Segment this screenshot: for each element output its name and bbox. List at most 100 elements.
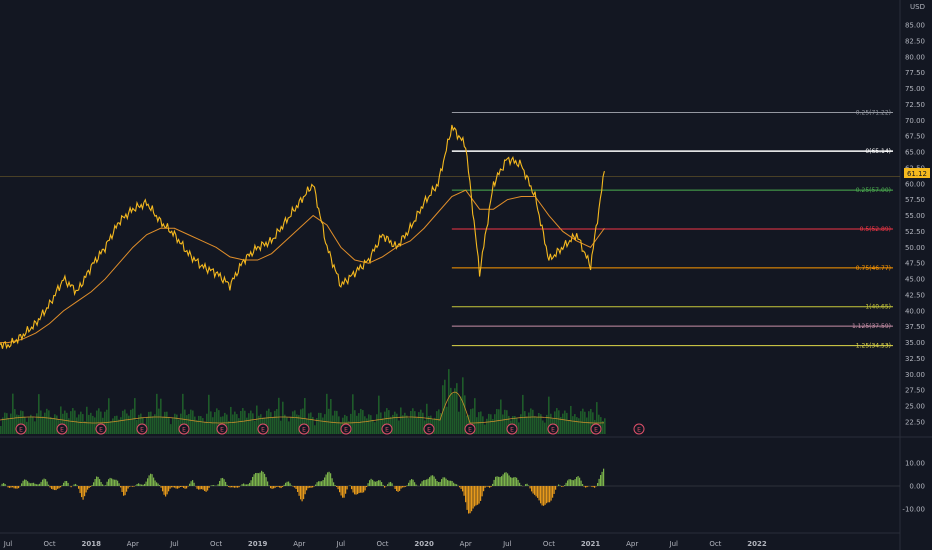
oscillator-bar [519,482,521,486]
price-tick-label: 57.50 [905,196,925,204]
last-price-badge [904,168,930,178]
oscillator-bar [496,476,498,486]
oscillator-bar [336,486,338,487]
volume-bar [300,409,302,434]
oscillator-bar [36,484,38,486]
earnings-marker[interactable] [506,423,518,435]
volume-bar [532,409,534,434]
oscillator-bar [225,481,227,486]
oscillator-bar [294,486,296,488]
volume-bar [128,415,130,434]
oscillator-bar [409,480,411,486]
volume-bar [402,415,404,434]
earnings-marker[interactable] [547,423,559,435]
oscillator-bar [186,486,188,489]
price-axis[interactable]: 85.00 82.50 80.00 77.50 75.00 72.50 70.00 67.50… [905,22,925,427]
earnings-marker[interactable] [56,423,68,435]
oscillator-bar [174,486,176,488]
oscillator-bar [474,486,476,507]
oscillator-bar [472,486,474,509]
volume-bar [372,419,374,434]
earnings-marker[interactable] [381,423,393,435]
volume-bar [496,409,498,434]
volume-bar [408,418,410,434]
time-tick-label: Oct [376,540,388,548]
oscillator-bar [513,477,515,486]
oscillator-bar [13,486,15,489]
oscillator-bar [231,486,233,488]
volume-bar [70,411,72,434]
volume-bar [194,416,196,434]
earnings-marker[interactable] [136,423,148,435]
oscillator-bar [219,480,221,486]
earnings-marker[interactable] [590,423,602,435]
oscillator-bar [97,476,99,486]
time-tick-label: Oct [543,540,555,548]
oscillator-tick-label: 0.00 [909,483,925,491]
oscillator-bar [180,486,182,487]
earnings-marker[interactable] [95,423,107,435]
volume-bar [252,413,254,434]
earnings-marker[interactable] [340,423,352,435]
oscillator-bar [420,483,422,486]
oscillator-bar [315,484,317,486]
oscillator-bar [573,480,575,486]
volume-bar [30,414,32,434]
volume-bar [604,418,606,434]
volume-bar [494,414,496,434]
oscillator-bar [475,486,477,506]
volume-bar [328,408,330,434]
oscillator-bar [339,486,341,493]
oscillator-bar [333,482,335,486]
oscillator-bar [120,486,122,488]
volume-bar [332,415,334,434]
price-tick-label: 32.50 [905,355,925,363]
oscillator-bar [207,486,209,491]
time-tick-label: Oct [210,540,222,548]
oscillator-bar [441,479,443,486]
oscillator-bar [334,484,336,486]
volume-bar [52,417,54,434]
oscillator-bar [432,475,434,486]
volume-bar [192,410,194,434]
volume-bar [178,419,180,434]
oscillator-bar [366,486,368,488]
oscillator-bar [85,486,87,493]
oscillator-bar [253,474,255,486]
oscillator-bar [331,478,333,486]
earnings-marker[interactable] [15,423,27,435]
oscillator-bar [145,481,147,486]
oscillator-bar [169,486,171,489]
fibonacci-levels[interactable]: 0.25(71.22) 0(65.14) 0.25(57.00) 0.5(52.89)… [0,110,900,350]
oscillator-bar [465,486,467,503]
oscillator-bar [445,478,447,486]
oscillator-bar [462,486,464,492]
volume-bar [454,388,456,434]
volume-bar [156,393,158,434]
oscillator-bar [400,486,402,489]
earnings-marker[interactable] [464,423,476,435]
volume-bar [154,414,156,434]
earnings-marker[interactable] [633,423,645,435]
earnings-marker[interactable] [423,423,435,435]
oscillator-bar [117,480,119,486]
oscillator-bar [136,483,138,486]
oscillator-bar [547,486,549,503]
volume-bar [418,412,420,434]
volume-bar [548,396,550,434]
oscillator-bar [591,486,593,487]
oscillator-bar [228,486,230,487]
earnings-marker[interactable] [257,423,269,435]
oscillator-bar [382,484,384,486]
earnings-marker[interactable] [178,423,190,435]
oscillator-bar [582,484,584,486]
oscillator-bar [507,473,509,486]
time-axis[interactable]: Jul Oct 2018 Apr Jul Oct 2019 Apr Jul Oct 2020 Apr J… [3,540,767,548]
earnings-marker[interactable] [216,423,228,435]
oscillator-bar [369,480,371,486]
volume-bar [474,398,476,434]
earnings-marker[interactable] [298,423,310,435]
oscillator-bar [151,474,153,486]
